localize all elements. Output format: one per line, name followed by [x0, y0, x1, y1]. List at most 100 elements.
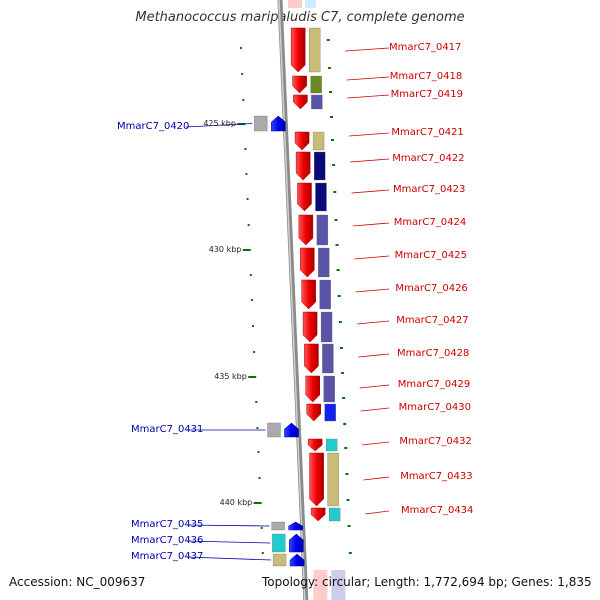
label-leader-line — [350, 158, 390, 163]
cog-category-box — [313, 151, 326, 181]
genome-backbone — [277, 0, 309, 600]
gene-label[interactable]: MmarC7_0427 — [396, 315, 469, 326]
forward-gene-arrow[interactable] — [298, 214, 314, 246]
label-leader-line — [185, 556, 272, 561]
label-leader-line — [358, 353, 390, 358]
label-leader-line — [352, 222, 390, 227]
cog-category-box — [308, 27, 321, 73]
gene-label[interactable]: MmarC7_0432 — [399, 436, 472, 447]
forward-gene-arrow[interactable] — [295, 151, 311, 181]
label-leader-line — [351, 189, 390, 194]
forward-gene-arrow[interactable] — [293, 94, 308, 110]
cog-category-box — [316, 214, 329, 246]
gene-label[interactable]: MmarC7_0418 — [389, 71, 463, 82]
reverse-gene-arrow[interactable] — [271, 115, 286, 132]
cog-category-box — [323, 375, 335, 403]
label-leaders — [185, 47, 390, 561]
gene-label[interactable]: MmarC7_0422 — [392, 153, 465, 164]
forward-gene-arrow[interactable] — [306, 403, 321, 422]
reverse-gene-arrow[interactable] — [289, 533, 304, 553]
gene-label[interactable]: MmarC7_0425 — [394, 250, 467, 261]
forward-gene-arrow[interactable] — [297, 182, 312, 212]
partial-gene — [331, 570, 346, 600]
scale-label: 430 kbp — [208, 245, 242, 254]
scale-label: 425 kbp — [203, 119, 236, 128]
label-leader-line — [355, 288, 390, 293]
cog-category-box — [272, 533, 286, 553]
reverse-gene-arrow[interactable] — [284, 422, 299, 438]
backbone-line — [277, 0, 309, 600]
gene-label[interactable]: MmarC7_0421 — [391, 127, 464, 138]
cog-category-box — [324, 403, 336, 422]
forward-gene-arrow[interactable] — [300, 247, 315, 278]
gene-label[interactable]: MmarC7_0431 — [131, 424, 204, 435]
partial-gene — [288, 0, 302, 8]
cog-category-box — [254, 115, 268, 132]
gene-label[interactable]: MmarC7_0417 — [389, 42, 462, 53]
label-leader-line — [347, 94, 390, 99]
gene-label[interactable]: MmarC7_0434 — [401, 505, 474, 516]
cog-category-box — [311, 94, 323, 110]
forward-gene-arrow[interactable] — [305, 375, 320, 403]
backbone-highlight — [278, 0, 306, 600]
forward-gene-arrow[interactable] — [301, 279, 316, 310]
label-leader-line — [365, 510, 390, 515]
label-leader-line — [359, 384, 390, 389]
cog-category-box — [322, 343, 334, 374]
cog-category-box — [310, 75, 322, 94]
gene-label[interactable]: MmarC7_0424 — [393, 217, 467, 228]
cog-category-box — [320, 311, 333, 343]
forward-gene-arrow[interactable] — [309, 452, 324, 507]
scale-label: 435 kbp — [214, 372, 247, 381]
topology-text: Topology: circular; Length: 1,772,694 bp… — [262, 575, 592, 589]
genome-title: Methanococcus maripaludis C7, complete g… — [135, 10, 465, 25]
reverse-gene-arrow[interactable] — [288, 521, 303, 531]
forward-gene-arrow[interactable] — [294, 131, 310, 151]
cog-category-box — [328, 507, 341, 522]
cog-category-box — [312, 131, 325, 151]
gene-label[interactable]: MmarC7_0428 — [397, 348, 470, 359]
gene-label[interactable]: MmarC7_0430 — [398, 402, 471, 413]
cog-category-box — [271, 521, 285, 531]
gene-label[interactable]: MmarC7_0436 — [131, 535, 204, 546]
cog-category-box — [327, 452, 339, 507]
cog-category-box — [319, 279, 331, 310]
label-leader-line — [362, 441, 390, 446]
label-leader-line — [357, 320, 390, 325]
accession-text: Accession: NC_009637 — [9, 575, 146, 589]
gene-track — [254, 0, 346, 600]
partial-gene — [313, 570, 328, 600]
label-leader-line — [185, 123, 253, 128]
scale-label: 440 kbp — [219, 498, 253, 507]
cog-category-box — [272, 553, 287, 567]
forward-gene-arrow[interactable] — [310, 507, 326, 522]
label-leader-line — [185, 524, 270, 527]
gene-label[interactable]: MmarC7_0423 — [393, 184, 466, 195]
label-leader-line — [354, 255, 390, 260]
gene-label[interactable]: MmarC7_0437 — [131, 551, 204, 562]
partial-gene — [305, 0, 316, 8]
gene-label[interactable]: MmarC7_0433 — [400, 471, 473, 482]
gene-label[interactable]: MmarC7_0435 — [131, 519, 204, 530]
forward-gene-arrow[interactable] — [302, 311, 318, 343]
label-leader-line — [346, 76, 390, 81]
cog-category-box — [325, 438, 338, 452]
label-leader-line — [349, 132, 390, 137]
label-leader-line — [345, 47, 390, 52]
gene-label[interactable]: MmarC7_0426 — [395, 283, 468, 294]
forward-gene-arrow[interactable] — [304, 343, 319, 374]
cog-category-box — [318, 247, 330, 278]
gene-label[interactable]: MmarC7_0429 — [397, 379, 471, 390]
forward-gene-arrow[interactable] — [292, 75, 307, 94]
gene-label[interactable]: MmarC7_0419 — [390, 89, 463, 100]
forward-gene-arrow[interactable] — [307, 438, 323, 452]
gene-label[interactable]: MmarC7_0420 — [117, 121, 190, 132]
reverse-gene-arrow[interactable] — [289, 553, 305, 567]
cog-category-box — [315, 182, 327, 212]
label-leader-line — [363, 476, 390, 481]
label-leader-line — [360, 407, 390, 412]
label-leader-line — [185, 540, 271, 544]
cog-category-box — [267, 422, 281, 438]
forward-gene-arrow[interactable] — [290, 27, 306, 73]
